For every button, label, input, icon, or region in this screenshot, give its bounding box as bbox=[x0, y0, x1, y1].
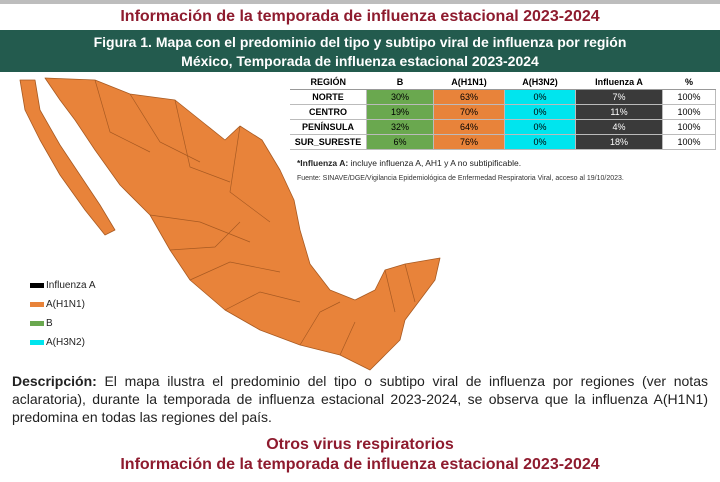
footer-title: Información de la temporada de influenza… bbox=[120, 456, 600, 473]
value-cell: 6% bbox=[366, 134, 434, 150]
value-cell: 100% bbox=[662, 134, 716, 150]
value-cell: 0% bbox=[504, 134, 576, 150]
mexico-map bbox=[19, 77, 441, 371]
region-cell: SUR_SURESTE bbox=[290, 134, 367, 150]
col-header: % bbox=[662, 75, 716, 90]
note-label: *Influenza A: bbox=[297, 158, 349, 168]
value-cell: 100% bbox=[662, 119, 716, 135]
figure-title: Figura 1. Mapa con el predominio del tip… bbox=[93, 34, 627, 50]
legend-label: A(H1N1) bbox=[46, 299, 85, 310]
legend-swatch bbox=[30, 340, 44, 345]
value-cell: 76% bbox=[433, 134, 505, 150]
legend: Influenza A A(H1N1) B A(H3N2) bbox=[30, 276, 95, 352]
data-table: REGIÓN B A(H1N1) A(H3N2) Influenza A % N… bbox=[290, 75, 716, 150]
region-cell: NORTE bbox=[290, 89, 367, 105]
value-cell: 63% bbox=[433, 89, 505, 105]
value-cell: 100% bbox=[662, 104, 716, 120]
legend-item: B bbox=[30, 314, 95, 333]
description-text: El mapa ilustra el predominio del tipo o… bbox=[12, 373, 708, 425]
note-text: incluye influenza A, AH1 y A no subtipif… bbox=[348, 158, 522, 168]
value-cell: 64% bbox=[433, 119, 505, 135]
value-cell: 0% bbox=[504, 119, 576, 135]
legend-swatch bbox=[30, 321, 44, 326]
value-cell: 7% bbox=[575, 89, 663, 105]
table-row: NORTE 30% 63% 0% 7% 100% bbox=[290, 89, 716, 105]
value-cell: 11% bbox=[575, 104, 663, 120]
legend-label: A(H3N2) bbox=[46, 337, 85, 348]
value-cell: 32% bbox=[366, 119, 434, 135]
value-cell: 0% bbox=[504, 104, 576, 120]
col-header: B bbox=[366, 75, 434, 90]
page-title: Información de la temporada de influenza… bbox=[120, 8, 600, 25]
table-row: CENTRO 19% 70% 0% 11% 100% bbox=[290, 104, 716, 120]
value-cell: 4% bbox=[575, 119, 663, 135]
value-cell: 0% bbox=[504, 89, 576, 105]
legend-label: B bbox=[46, 318, 53, 329]
description: Descripción: El mapa ilustra el predomin… bbox=[12, 372, 708, 426]
col-header: Influenza A bbox=[575, 75, 663, 90]
value-cell: 19% bbox=[366, 104, 434, 120]
value-cell: 30% bbox=[366, 89, 434, 105]
col-header: REGIÓN bbox=[290, 75, 367, 90]
value-cell: 18% bbox=[575, 134, 663, 150]
value-cell: 100% bbox=[662, 89, 716, 105]
legend-swatch bbox=[30, 283, 44, 288]
legend-item: A(H3N2) bbox=[30, 333, 95, 352]
legend-swatch bbox=[30, 302, 44, 307]
legend-item: Influenza A bbox=[30, 276, 95, 295]
table-row: PENÍNSULA 32% 64% 0% 4% 100% bbox=[290, 119, 716, 135]
top-bar bbox=[0, 0, 720, 4]
value-cell: 70% bbox=[433, 104, 505, 120]
source: Fuente: SINAVE/DGE/Vigilancia Epidemioló… bbox=[297, 175, 624, 182]
map-baja bbox=[19, 79, 116, 236]
table-row: SUR_SURESTE 6% 76% 0% 18% 100% bbox=[290, 134, 716, 150]
map-mainland bbox=[44, 77, 441, 371]
legend-item: A(H1N1) bbox=[30, 295, 95, 314]
region-cell: PENÍNSULA bbox=[290, 119, 367, 135]
figure-subtitle: México, Temporada de influenza estaciona… bbox=[181, 53, 539, 69]
col-header: A(H3N2) bbox=[504, 75, 576, 90]
figure-banner: Figura 1. Mapa con el predominio del tip… bbox=[0, 30, 720, 72]
note: *Influenza A: incluye influenza A, AH1 y… bbox=[297, 158, 521, 168]
description-label: Descripción: bbox=[12, 373, 97, 389]
state-borders bbox=[94, 79, 416, 356]
legend-label: Influenza A bbox=[46, 280, 96, 291]
footer-subtitle: Otros virus respiratorios bbox=[266, 436, 454, 453]
region-cell: CENTRO bbox=[290, 104, 367, 120]
col-header: A(H1N1) bbox=[433, 75, 505, 90]
